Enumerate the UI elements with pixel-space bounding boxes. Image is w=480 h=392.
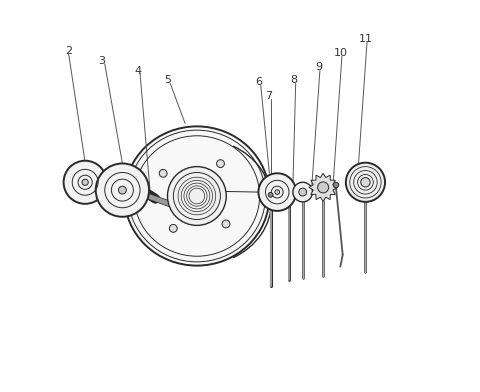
Text: 7: 7 [264,91,272,101]
Circle shape [361,178,370,187]
Circle shape [159,169,167,177]
Text: 8: 8 [290,75,297,85]
Circle shape [299,188,307,196]
Circle shape [268,192,273,197]
Circle shape [119,186,126,194]
Circle shape [63,161,107,204]
Ellipse shape [124,126,269,266]
Circle shape [169,225,177,232]
Text: 5: 5 [164,75,171,85]
Text: 6: 6 [255,77,262,87]
Text: 11: 11 [359,34,372,44]
Circle shape [275,190,279,194]
Circle shape [346,163,385,202]
Circle shape [168,167,226,225]
Circle shape [216,160,225,167]
Circle shape [293,182,312,202]
Circle shape [96,163,149,217]
Text: 4: 4 [134,65,142,76]
Circle shape [333,182,339,188]
Circle shape [222,220,230,228]
Polygon shape [309,173,337,201]
Text: 10: 10 [333,48,348,58]
Text: 9: 9 [315,62,322,72]
Circle shape [318,182,329,193]
Text: 2: 2 [65,46,72,56]
Circle shape [258,173,296,211]
Text: 3: 3 [98,56,106,66]
Circle shape [82,179,88,185]
